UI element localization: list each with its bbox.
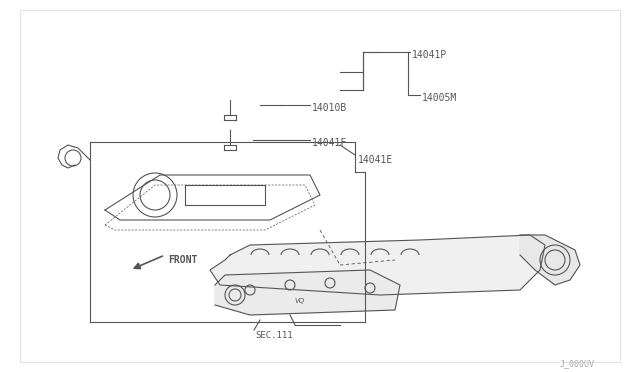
Text: 14005M: 14005M (422, 93, 457, 103)
Text: 14041P: 14041P (412, 50, 447, 60)
Polygon shape (520, 235, 580, 285)
Text: SEC.111: SEC.111 (255, 330, 292, 340)
Text: FRONT: FRONT (168, 255, 197, 265)
Text: 14041F: 14041F (312, 138, 348, 148)
Text: 14041E: 14041E (358, 155, 393, 165)
Text: J_000UV: J_000UV (560, 359, 595, 368)
Polygon shape (210, 235, 545, 295)
Polygon shape (215, 270, 400, 315)
Text: VQ: VQ (295, 298, 305, 304)
Text: 14010B: 14010B (312, 103, 348, 113)
